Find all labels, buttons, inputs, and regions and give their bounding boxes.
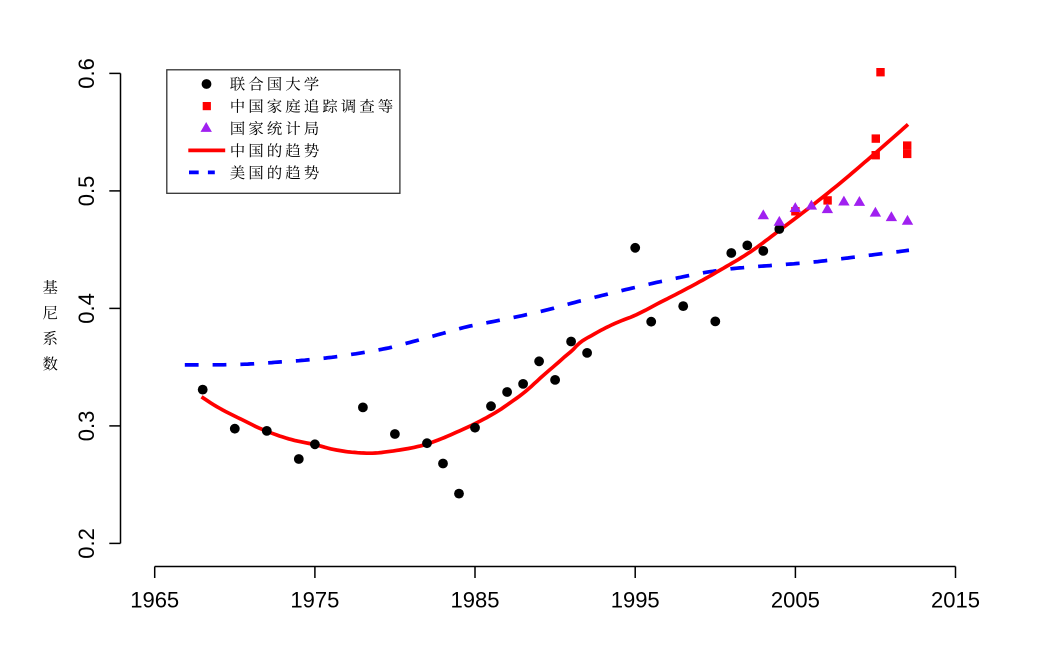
svg-text:2005: 2005 — [771, 587, 820, 612]
svg-text:0.4: 0.4 — [74, 293, 99, 324]
svg-text:1995: 1995 — [611, 587, 660, 612]
svg-text:2015: 2015 — [931, 587, 980, 612]
svg-text:1975: 1975 — [290, 587, 339, 612]
svg-text:0.6: 0.6 — [74, 58, 99, 89]
svg-text:0.3: 0.3 — [74, 411, 99, 442]
svg-text:1985: 1985 — [451, 587, 500, 612]
svg-text:1965: 1965 — [130, 587, 179, 612]
svg-text:0.5: 0.5 — [74, 176, 99, 207]
svg-text:0.2: 0.2 — [74, 528, 99, 559]
